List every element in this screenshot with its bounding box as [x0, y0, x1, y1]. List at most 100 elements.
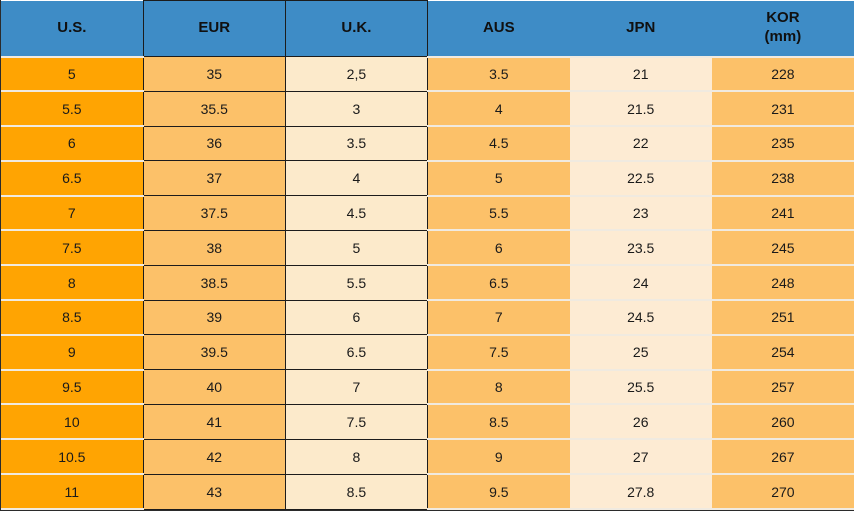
size-cell-uk: 6.5: [284, 334, 428, 371]
size-cell-us: 7.5: [1, 230, 144, 267]
table-body: 5 35 2,5 3.5 21 228 5.5 35.5 3 4 21.5 231 6 36 3.5 4.5 2…: [1, 56, 854, 510]
size-cell-us: 5.5: [1, 91, 144, 128]
size-cell-aus: 7.5: [427, 334, 570, 371]
size-cell-aus: 4: [427, 91, 570, 128]
size-cell-uk: 6: [284, 299, 428, 336]
size-cell-aus: 8: [427, 369, 570, 406]
table-row: 10 41 7.5 8.5 26 260: [1, 403, 854, 441]
column-header-eur-label: EUR: [198, 19, 231, 37]
size-cell-aus: 3.5: [427, 56, 570, 93]
size-cell-uk: 4: [284, 160, 428, 197]
size-cell-kor: 245: [711, 230, 854, 267]
table-row: 5.5 35.5 3 4 21.5 231: [1, 90, 854, 128]
column-header-eur: EUR: [142, 0, 286, 57]
size-cell-uk: 3: [284, 90, 428, 127]
size-cell-eur: 35: [142, 56, 286, 92]
size-cell-uk: 2,5: [284, 56, 428, 92]
size-cell-aus: 7: [427, 300, 570, 336]
size-cell-kor: 241: [711, 195, 854, 232]
size-cell-us: 9: [1, 334, 144, 371]
size-cell-uk: 7: [284, 369, 428, 405]
size-cell-jpn: 21: [569, 56, 712, 93]
table-row: 6 36 3.5 4.5 22 235: [1, 125, 854, 162]
size-cell-uk: 8.5: [284, 473, 428, 510]
size-cell-us: 5: [1, 56, 144, 93]
size-cell-uk: 5.5: [284, 264, 428, 301]
column-header-us: U.S.: [1, 0, 144, 58]
size-cell-eur: 43: [142, 473, 286, 510]
size-cell-eur: 41: [142, 403, 286, 440]
table-row: 6.5 37 4 5 22.5 238: [1, 160, 854, 197]
size-cell-kor: 231: [711, 91, 854, 128]
size-cell-kor: 260: [711, 404, 854, 441]
table-row: 9.5 40 7 8 25.5 257: [1, 369, 854, 406]
size-cell-eur: 42: [142, 438, 286, 475]
size-cell-jpn: 22: [569, 126, 712, 162]
size-cell-kor: 228: [711, 56, 854, 93]
size-cell-uk: 3.5: [284, 125, 428, 162]
size-cell-us: 8.5: [1, 300, 144, 336]
size-cell-aus: 8.5: [427, 404, 570, 441]
size-cell-kor: 251: [711, 300, 854, 336]
size-cell-jpn: 23: [569, 195, 712, 232]
size-cell-uk: 4.5: [284, 195, 428, 231]
size-cell-uk: 8: [284, 438, 428, 475]
size-cell-kor: 254: [711, 334, 854, 371]
size-cell-kor: 238: [711, 160, 854, 197]
size-cell-eur: 36: [142, 125, 286, 162]
size-cell-jpn: 26: [569, 404, 712, 441]
size-cell-kor: 267: [711, 439, 854, 476]
table-row: 9 39.5 6.5 7.5 25 254: [1, 334, 854, 371]
table-row: 5 35 2,5 3.5 21 228: [1, 56, 854, 93]
column-header-kor-label: KOR: [766, 9, 800, 27]
size-cell-us: 6.5: [1, 160, 144, 197]
size-cell-eur: 39.5: [142, 334, 286, 371]
table-row: 11 43 8.5 9.5 27.8 270: [1, 473, 854, 510]
column-header-kor-unit: (mm): [764, 28, 802, 45]
size-cell-aus: 9.5: [427, 474, 570, 510]
column-header-aus-label: AUS: [482, 18, 515, 36]
size-cell-jpn: 23.5: [569, 230, 712, 267]
size-cell-aus: 6: [427, 230, 570, 267]
size-cell-us: 8: [1, 265, 144, 302]
column-header-kor: KOR (mm): [711, 0, 854, 58]
size-cell-aus: 9: [427, 439, 570, 476]
column-header-us-label: U.S.: [57, 18, 87, 36]
size-cell-uk: 5: [284, 229, 428, 266]
column-header-aus: AUS: [427, 0, 570, 58]
size-cell-eur: 40: [142, 369, 286, 405]
size-cell-us: 10: [1, 404, 144, 441]
table-row: 8 38.5 5.5 6.5 24 248: [1, 264, 854, 302]
size-cell-eur: 37.5: [142, 195, 286, 231]
table-row: 7 37.5 4.5 5.5 23 241: [1, 195, 854, 232]
size-cell-uk: 7.5: [284, 403, 428, 440]
table-row: 10.5 42 8 9 27 267: [1, 438, 854, 476]
size-cell-us: 7: [1, 195, 144, 232]
column-header-jpn: JPN: [569, 0, 712, 58]
size-cell-jpn: 21.5: [569, 91, 712, 128]
size-cell-jpn: 27.8: [569, 474, 712, 510]
size-cell-eur: 39: [142, 299, 286, 336]
size-cell-eur: 37: [142, 160, 286, 197]
size-cell-kor: 248: [711, 265, 854, 302]
column-header-jpn-label: JPN: [626, 18, 656, 36]
size-cell-kor: 270: [711, 474, 854, 510]
size-cell-kor: 235: [711, 126, 854, 162]
size-cell-jpn: 27: [569, 439, 712, 476]
size-cell-us: 6: [1, 126, 144, 162]
size-cell-us: 10.5: [1, 439, 144, 476]
size-cell-us: 9.5: [1, 369, 144, 406]
size-cell-us: 11: [1, 474, 144, 510]
size-cell-aus: 5: [427, 160, 570, 197]
size-cell-eur: 38.5: [142, 264, 286, 301]
size-cell-aus: 4.5: [427, 126, 570, 162]
size-cell-aus: 6.5: [427, 265, 570, 302]
size-cell-eur: 38: [142, 229, 286, 266]
table-header: U.S. EUR U.K. AUS JPN KOR (mm): [1, 0, 854, 58]
size-cell-jpn: 22.5: [569, 160, 712, 197]
table-row: 8.5 39 6 7 24.5 251: [1, 299, 854, 336]
column-header-uk-label: U.K.: [341, 19, 372, 37]
header-row: U.S. EUR U.K. AUS JPN KOR (mm): [1, 0, 854, 58]
